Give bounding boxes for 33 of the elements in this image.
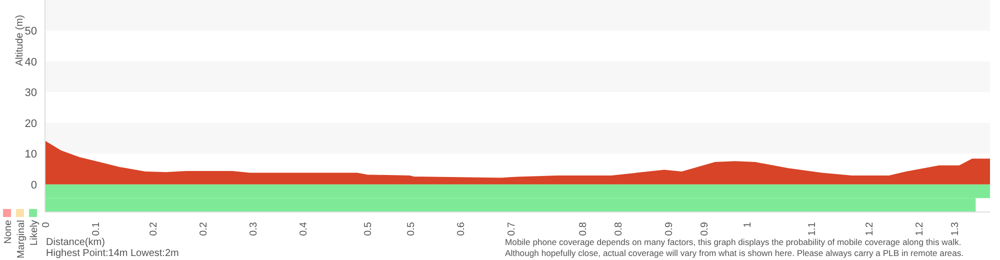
x-tick-label: 0.3 [248, 222, 260, 236]
x-tick-label: 0.7 [506, 222, 518, 236]
x-tick-label: 0 [41, 222, 52, 228]
x-tick-label: 0.9 [664, 222, 675, 236]
text: Likely [29, 220, 40, 246]
text: None [3, 220, 14, 244]
text: Mobile phone coverage depends on many factors, this graph displays the probability of mobile coverage along this walk. [505, 237, 962, 248]
x-tick-label: 1 [742, 222, 754, 228]
x-tick-label: 0.5 [406, 222, 418, 236]
x-tick-label: 1.2 [864, 222, 876, 236]
y-tick-label: 50 [24, 26, 37, 38]
x-tick-label: 0.8 [614, 222, 625, 236]
x-tick-label: 0.9 [700, 222, 711, 236]
x-tick-label: 1.3 [950, 222, 962, 236]
y-tick-label: 30 [24, 87, 37, 100]
y-axis-title: Altitude (m) [14, 14, 26, 66]
y-tick-label: 0 [30, 179, 37, 192]
x-tick-label: 0.4 [298, 222, 310, 236]
y-tick-label: 10 [24, 148, 37, 161]
x-tick-label: 0.2 [148, 222, 160, 236]
x-tick-label: 1.2 [914, 222, 926, 236]
x-tick-label: 0.2 [198, 222, 210, 236]
x-tick-label: 0.8 [578, 222, 589, 236]
x-tick-label: 0.5 [363, 222, 374, 236]
x-tick-label: 1.1 [807, 222, 818, 236]
y-tick-label: 20 [24, 118, 37, 130]
x-tick-label: 0.6 [456, 222, 468, 236]
text: Although hopefully close, actual coverage will vary from what is shown here. Please always carry a PLB in remote areas. [505, 248, 964, 259]
x-tick-label: 0.1 [91, 222, 102, 236]
y-tick-label: 40 [24, 56, 37, 68]
text: Marginal [16, 220, 27, 258]
text: Highest Point:14m Lowest:2m [46, 248, 179, 259]
x-axis-title: Distance(km) [46, 237, 106, 248]
